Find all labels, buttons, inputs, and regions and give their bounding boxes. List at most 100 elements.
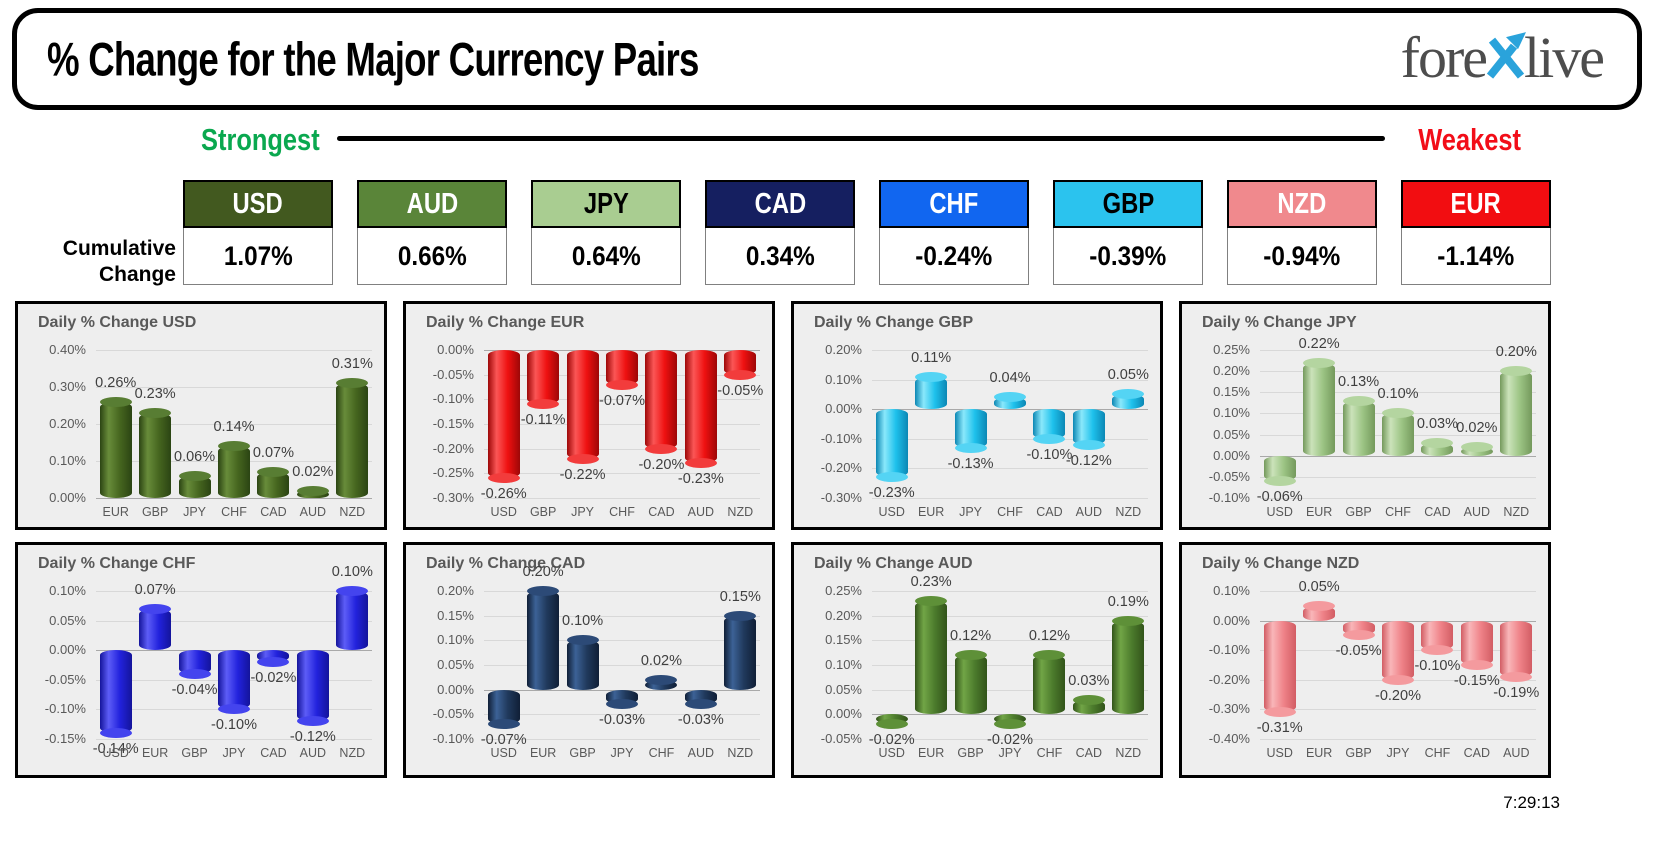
y-tick-label: 0.15% xyxy=(437,607,474,623)
y-tick-label: 0.10% xyxy=(1213,583,1250,598)
x-category-label: AUD xyxy=(299,746,327,760)
plot-area: 0.25% 0.20% 0.15% 0.10% 0.05% 0.00% -0.05% -0.1… xyxy=(1209,336,1537,519)
data-label: -0.12% xyxy=(289,729,336,746)
x-category-label: CHF xyxy=(1036,746,1063,760)
y-tick-label: 0.20% xyxy=(825,342,862,357)
y-tick-label: 0.00% xyxy=(825,401,862,417)
data-label: -0.03% xyxy=(599,712,645,729)
cumulative-box-usd: USD 1.07% xyxy=(183,180,333,285)
bar-cap xyxy=(1072,439,1105,450)
y-tick-label: 0.00% xyxy=(49,490,86,505)
chart-panel-cad: Daily % Change CAD 0.20% 0.15% 0.10% 0.05% 0.… xyxy=(403,542,775,778)
x-category-label: NZD xyxy=(727,746,754,760)
chart-panel-usd: Daily % Change USD 0.40% 0.30% 0.20% 0.10% 0.… xyxy=(15,301,387,530)
gridline xyxy=(1260,371,1536,373)
gridline xyxy=(872,739,1148,740)
x-category-label: AUD xyxy=(687,505,715,519)
zero-axis-line xyxy=(1260,455,1536,457)
data-label: -0.20% xyxy=(1375,687,1421,704)
currency-code-label: CHF xyxy=(879,180,1029,228)
x-category-label: CHF xyxy=(221,505,247,519)
gridline xyxy=(484,399,760,401)
bar-cap xyxy=(606,379,638,390)
data-label: 0.20% xyxy=(1495,344,1537,361)
bar-chf-jpy xyxy=(218,650,250,710)
gridline xyxy=(872,468,1148,470)
bar-cap xyxy=(1500,366,1533,377)
data-label: 0.11% xyxy=(911,349,952,366)
bar-cad-gbp xyxy=(566,640,599,690)
x-category-label: USD xyxy=(1266,505,1293,519)
currency-code-label: EUR xyxy=(1401,180,1551,228)
gridline xyxy=(484,665,760,666)
cumulative-box-chf: CHF -0.24% xyxy=(879,180,1029,285)
x-category-label: EUR xyxy=(1305,746,1333,760)
y-tick-label: 0.00% xyxy=(437,342,474,357)
y-tick-label: 0.30% xyxy=(49,379,86,394)
data-label: -0.07% xyxy=(599,392,645,409)
bar-cap xyxy=(139,603,172,614)
plot-area: 0.10% 0.00% -0.10% -0.20% -0.30% -0.40% -0.31%… xyxy=(1209,579,1539,760)
y-tick-label: -0.30% xyxy=(820,490,862,505)
gridline xyxy=(872,615,1148,617)
gridline xyxy=(484,615,760,617)
cumulative-change-label: Cumulative Change xyxy=(30,236,176,289)
gridline xyxy=(872,438,1148,440)
bar-chf-nzd xyxy=(336,591,369,651)
x-category-label: CHF xyxy=(1424,746,1451,760)
y-tick-label: 0.10% xyxy=(825,657,862,672)
bar-gbp-chf xyxy=(994,397,1026,410)
y-tick-label: -0.10% xyxy=(1208,490,1250,505)
data-label: -0.10% xyxy=(1414,658,1461,675)
bar-cap xyxy=(218,704,250,715)
data-label: 0.07% xyxy=(134,581,176,598)
cumulative-row: USD 1.07% AUD 0.66% JPY 0.64% CAD 0.34% CHF -0.24… xyxy=(183,180,1551,285)
plot-area: 0.25% 0.20% 0.15% 0.10% 0.05% 0.00% -0.05% -0.0… xyxy=(821,574,1149,760)
bar-cap xyxy=(915,371,948,382)
timestamp: 7:29:13 xyxy=(1503,793,1560,812)
x-category-label: GBP xyxy=(181,746,208,760)
x-category-label: NZD xyxy=(1503,505,1530,519)
chart-title: Daily % Change USD xyxy=(38,314,197,331)
data-label: 0.12% xyxy=(950,628,992,645)
bar-cap xyxy=(684,699,717,710)
y-tick-label: 0.20% xyxy=(49,416,86,431)
x-category-label: GBP xyxy=(141,505,169,519)
bar-usd-chf xyxy=(218,446,250,498)
x-category-label: CAD xyxy=(1463,746,1491,760)
bar-cap xyxy=(1500,671,1533,682)
data-label: 0.07% xyxy=(252,445,294,462)
chart-title: Daily % Change CAD xyxy=(426,555,586,572)
cumulative-value-label: 1.07% xyxy=(183,228,333,285)
bar-aud-eur xyxy=(915,600,948,715)
bar-cap xyxy=(296,485,329,496)
cumulative-label-line1: Cumulative xyxy=(62,237,176,260)
y-tick-label: -0.25% xyxy=(432,465,474,481)
bar-chf-gbp xyxy=(178,650,211,674)
bar-cap xyxy=(1421,645,1454,656)
bar-jpy-eur xyxy=(1303,362,1336,456)
bar-cap xyxy=(875,472,908,483)
y-tick-label: 0.15% xyxy=(825,632,862,648)
data-label: -0.10% xyxy=(1026,446,1073,463)
gridline xyxy=(1260,739,1536,740)
bar-cap xyxy=(606,699,638,710)
bar-cap xyxy=(257,657,290,668)
bar-jpy-chf xyxy=(1382,413,1414,456)
zero-axis-line xyxy=(96,498,372,499)
bar-gbp-usd xyxy=(875,409,908,478)
plot-area: 0.00% -0.05% -0.10% -0.15% -0.20% -0.25% -0.30… xyxy=(433,342,763,519)
bar-cap xyxy=(1382,408,1414,419)
bar-cap xyxy=(954,442,987,453)
x-category-label: JPY xyxy=(1386,746,1410,760)
bar-eur-jpy xyxy=(566,350,599,459)
currency-code-label: JPY xyxy=(531,180,681,228)
x-category-label: NZD xyxy=(727,505,754,519)
data-label: 0.10% xyxy=(331,564,373,580)
bar-cad-eur xyxy=(527,591,560,690)
cumulative-value-label: -0.39% xyxy=(1053,228,1203,285)
data-label: -0.31% xyxy=(1256,720,1303,737)
bar-cap xyxy=(527,399,560,410)
data-label: 0.23% xyxy=(910,573,952,590)
bar-cap xyxy=(487,473,520,484)
